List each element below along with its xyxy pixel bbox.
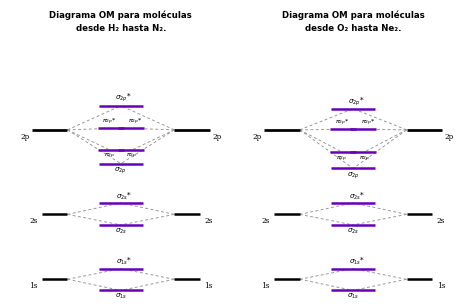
- Text: $\sigma_{2p}$*: $\sigma_{2p}$*: [115, 92, 132, 104]
- Text: 2s: 2s: [204, 217, 213, 225]
- Text: 1s: 1s: [204, 282, 213, 290]
- Text: $\sigma_{2s}$*: $\sigma_{2s}$*: [117, 190, 133, 202]
- Text: $\pi_{2p}$: $\pi_{2p}$: [127, 152, 137, 161]
- Text: $\sigma_{1s}$: $\sigma_{1s}$: [347, 292, 359, 302]
- Text: Diagrama OM para moléculas: Diagrama OM para moléculas: [282, 10, 425, 20]
- Text: desde H₂ hasta N₂.: desde H₂ hasta N₂.: [76, 24, 166, 33]
- Text: $\sigma_{1s}$: $\sigma_{1s}$: [115, 292, 127, 302]
- Text: 2p: 2p: [212, 133, 222, 141]
- Text: 2s: 2s: [437, 217, 445, 225]
- Text: 1s: 1s: [29, 282, 37, 290]
- Text: 2s: 2s: [29, 217, 37, 225]
- Text: $\pi_{2p}$*: $\pi_{2p}$*: [335, 118, 349, 128]
- Text: Diagrama OM para moléculas: Diagrama OM para moléculas: [49, 10, 192, 20]
- Text: $\pi_{2p}$: $\pi_{2p}$: [104, 152, 115, 161]
- Text: $\pi_{2p}$: $\pi_{2p}$: [337, 154, 347, 164]
- Text: $\sigma_{2s}$*: $\sigma_{2s}$*: [349, 190, 365, 202]
- Text: 1s: 1s: [437, 282, 445, 290]
- Text: $\sigma_{2p}$: $\sigma_{2p}$: [347, 170, 359, 181]
- Text: 1s: 1s: [261, 282, 270, 290]
- Text: $\sigma_{1s}$*: $\sigma_{1s}$*: [117, 256, 133, 267]
- Text: $\pi_{2p}$*: $\pi_{2p}$*: [361, 118, 375, 128]
- Text: desde O₂ hasta Ne₂.: desde O₂ hasta Ne₂.: [305, 24, 401, 33]
- Text: $\sigma_{2p}$: $\sigma_{2p}$: [115, 165, 127, 176]
- Text: $\sigma_{2p}$*: $\sigma_{2p}$*: [347, 95, 365, 107]
- Text: $\sigma_{2s}$: $\sigma_{2s}$: [347, 227, 359, 236]
- Text: 2p: 2p: [20, 133, 29, 141]
- Text: $\pi_{2p}$*: $\pi_{2p}$*: [102, 117, 117, 127]
- Text: 2p: 2p: [445, 133, 454, 141]
- Text: $\sigma_{1s}$*: $\sigma_{1s}$*: [349, 256, 365, 267]
- Text: $\pi_{2p}$: $\pi_{2p}$: [359, 154, 370, 164]
- Text: 2p: 2p: [252, 133, 262, 141]
- Text: $\pi_{2p}$*: $\pi_{2p}$*: [128, 117, 143, 127]
- Text: 2s: 2s: [261, 217, 270, 225]
- Text: $\sigma_{2s}$: $\sigma_{2s}$: [115, 227, 127, 236]
